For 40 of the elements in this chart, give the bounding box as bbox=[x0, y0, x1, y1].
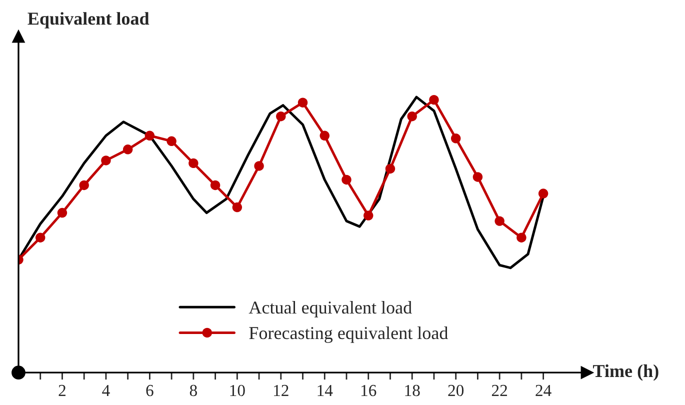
point bbox=[210, 180, 220, 190]
point bbox=[276, 111, 286, 122]
point bbox=[122, 144, 133, 154]
x-tick-label: 2 bbox=[58, 384, 66, 396]
point bbox=[144, 130, 155, 141]
point bbox=[188, 158, 198, 168]
legend-label: Forecasting equivalent load bbox=[249, 326, 448, 343]
x-tick-label: 22 bbox=[492, 384, 507, 396]
point bbox=[166, 136, 176, 146]
point bbox=[407, 111, 417, 122]
point bbox=[538, 188, 548, 198]
point bbox=[232, 202, 242, 212]
x-tick-label: 18 bbox=[405, 384, 420, 396]
x-tick-label: 24 bbox=[536, 384, 552, 396]
y-axis-title: Equivalent load bbox=[28, 12, 150, 28]
point bbox=[450, 134, 461, 144]
point bbox=[516, 232, 526, 242]
point bbox=[36, 232, 46, 242]
x-tick-label: 12 bbox=[274, 384, 288, 396]
x-tick-label: 4 bbox=[102, 385, 110, 396]
point bbox=[320, 130, 330, 141]
point bbox=[342, 174, 352, 185]
point bbox=[254, 161, 264, 171]
point bbox=[298, 98, 308, 108]
point bbox=[494, 216, 504, 226]
x-axis-title: Time (h) bbox=[593, 364, 658, 381]
legend-label: Actual equivalent load bbox=[248, 300, 412, 318]
point bbox=[385, 164, 396, 174]
x-tick-label: 20 bbox=[448, 384, 464, 396]
point bbox=[472, 172, 483, 182]
x-tick-label: 14 bbox=[318, 384, 333, 396]
x-tick-label: 10 bbox=[230, 384, 245, 396]
point bbox=[57, 208, 68, 218]
x-tick-label: 16 bbox=[362, 384, 376, 396]
point bbox=[429, 94, 439, 105]
point bbox=[364, 210, 374, 220]
x-tick-label: 8 bbox=[190, 384, 197, 396]
point bbox=[101, 156, 111, 166]
x-tick-label: 6 bbox=[146, 384, 154, 396]
point bbox=[79, 180, 89, 190]
